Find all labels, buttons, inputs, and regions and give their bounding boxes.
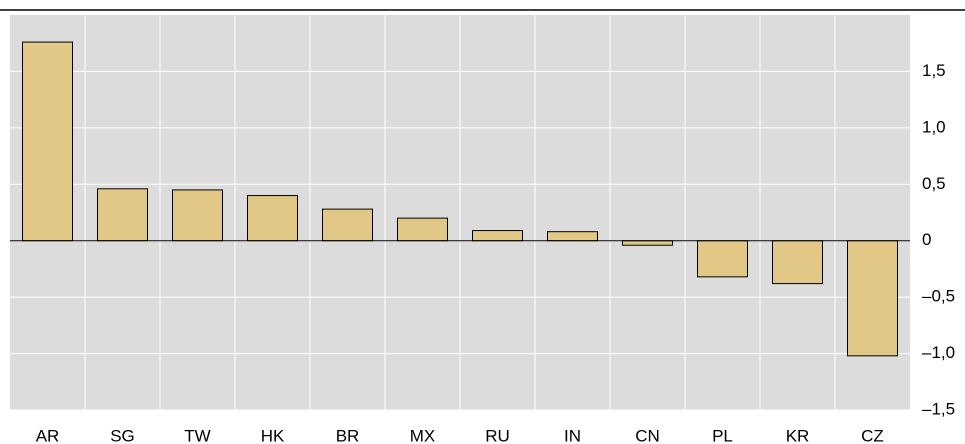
y-tick-label: –0,5 xyxy=(922,287,955,306)
bar xyxy=(397,217,448,242)
bar xyxy=(322,208,373,242)
y-tick-label: –1,0 xyxy=(922,343,955,362)
x-tick-label: HK xyxy=(261,426,285,444)
y-tick-label: 0,5 xyxy=(922,174,946,193)
y-tick-label: 1,0 xyxy=(922,117,946,136)
x-tick-label: SG xyxy=(110,426,135,444)
x-tick-label: CZ xyxy=(861,426,884,444)
x-tick-label: CN xyxy=(635,426,660,444)
y-tick-label: 1,5 xyxy=(922,61,946,80)
x-tick-label: MX xyxy=(410,426,436,444)
bar xyxy=(172,189,223,242)
y-tick-label: –1,5 xyxy=(922,399,955,418)
bar xyxy=(847,240,898,357)
x-tick-label: TW xyxy=(184,426,210,444)
x-tick-label: PL xyxy=(712,426,733,444)
bar xyxy=(622,240,673,246)
bar xyxy=(547,231,598,242)
bar xyxy=(97,188,148,242)
x-tick-label: IN xyxy=(564,426,581,444)
bar xyxy=(697,240,748,278)
x-tick-label: KR xyxy=(786,426,810,444)
x-tick-label: BR xyxy=(336,426,360,444)
x-tick-label: AR xyxy=(36,426,60,444)
bar xyxy=(472,230,523,242)
bar xyxy=(247,195,298,242)
bar xyxy=(772,240,823,285)
x-tick-label: RU xyxy=(485,426,510,444)
y-tick-label: 0 xyxy=(922,230,931,249)
bar xyxy=(22,41,73,242)
